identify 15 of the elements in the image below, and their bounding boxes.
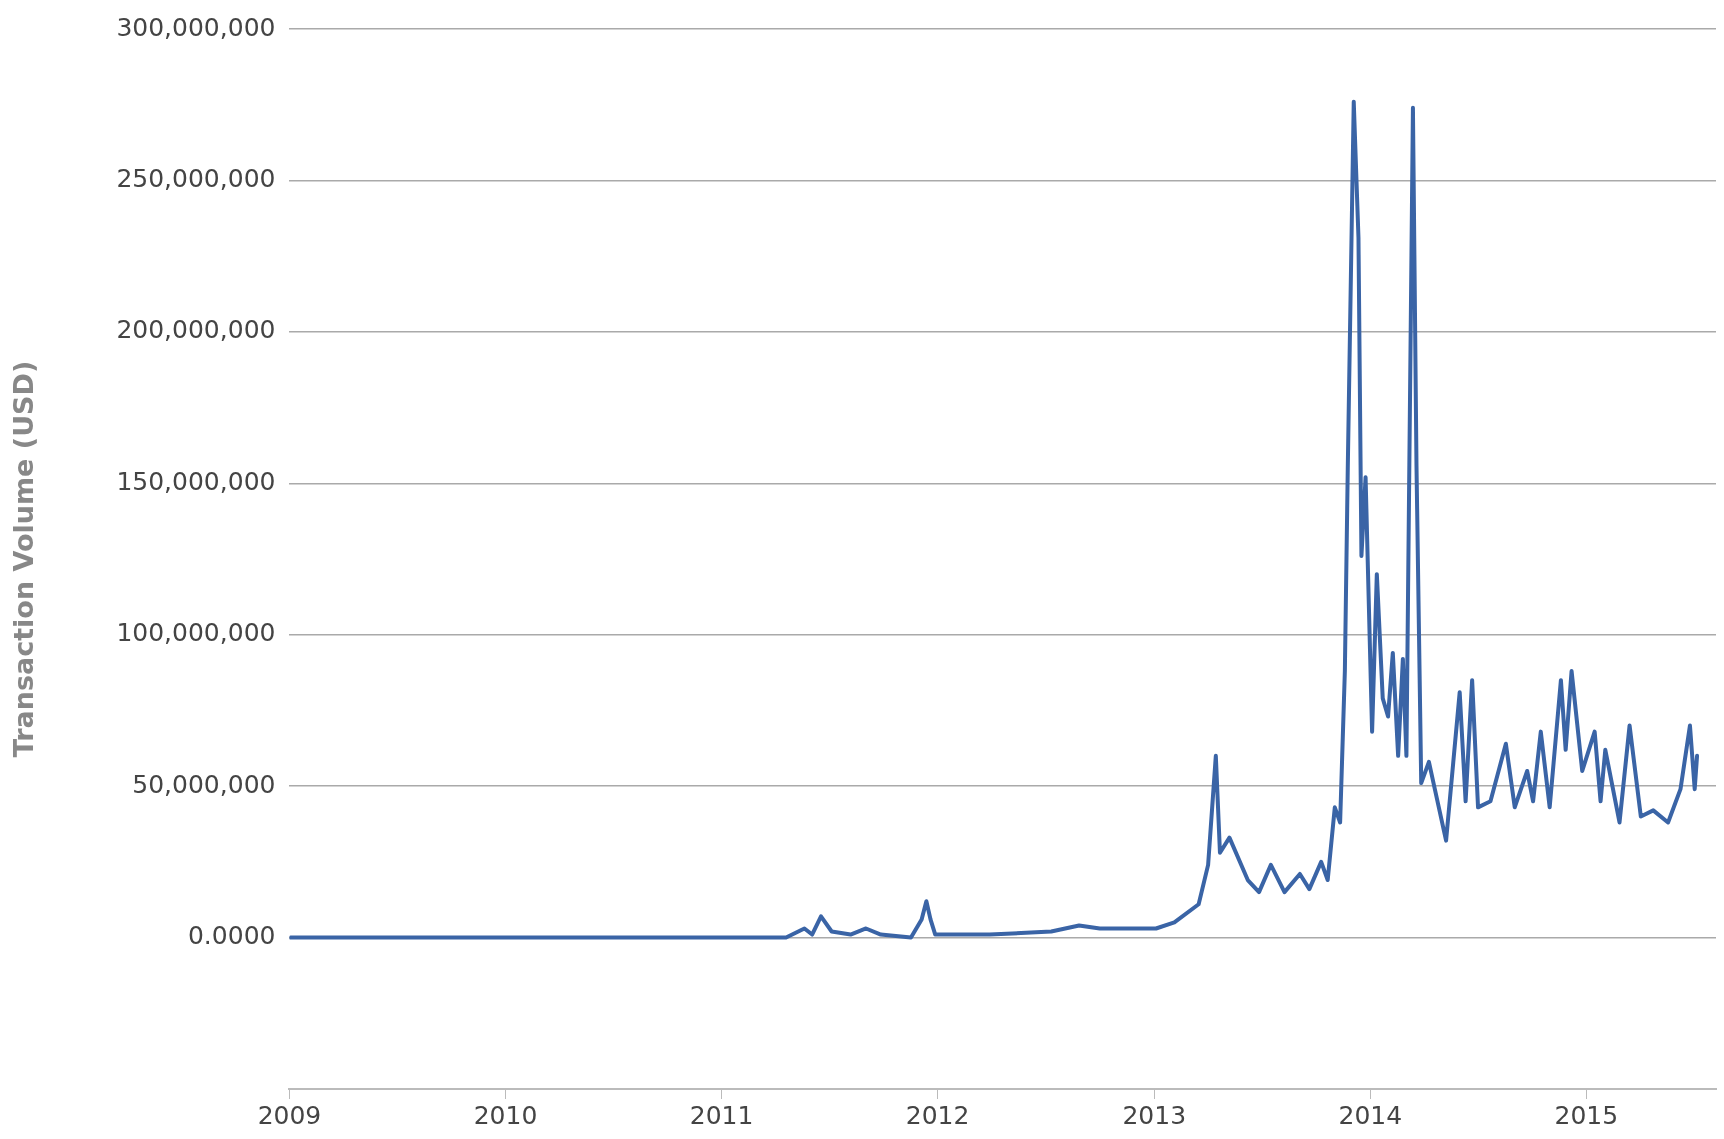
x-tick-label: 2013 (1122, 1100, 1187, 1130)
x-tick-label: 2015 (1554, 1100, 1619, 1130)
y-tick-label: 150,000,000 (116, 466, 276, 496)
x-tick-label: 2009 (257, 1100, 322, 1130)
x-tick-label: 2012 (905, 1100, 970, 1130)
y-tick-label: 0.0000 (187, 921, 276, 951)
x-tick-label: 2010 (473, 1100, 538, 1130)
y-tick-label: 100,000,000 (116, 618, 276, 648)
x-tick-label: 2014 (1338, 1100, 1403, 1130)
x-tick-label: 2011 (689, 1100, 754, 1130)
y-tick-label: 250,000,000 (116, 163, 276, 193)
y-tick-label: 200,000,000 (116, 315, 276, 345)
y-axis-title: Transaction Volume (USD) (8, 360, 40, 758)
y-tick-label: 300,000,000 (116, 12, 276, 42)
y-tick-label: 50,000,000 (132, 769, 276, 799)
